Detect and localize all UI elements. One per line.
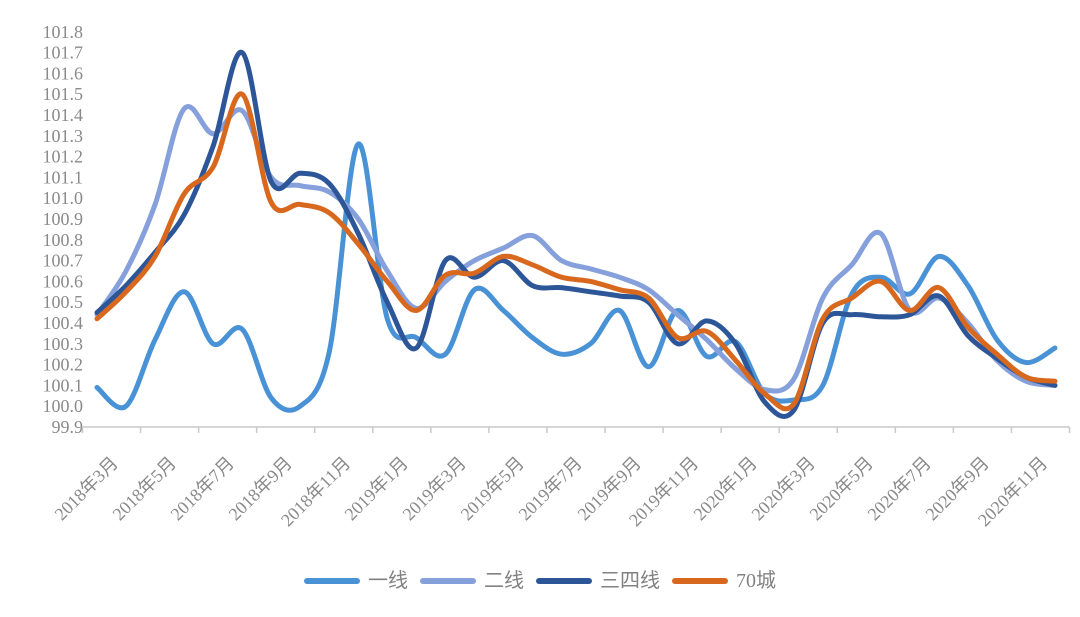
series-line-3 [94, 91, 1058, 412]
legend-label: 二线 [484, 570, 524, 592]
y-axis-label: 100.2 [43, 355, 84, 375]
series-line-2 [94, 50, 1058, 419]
y-axis-label: 100.3 [43, 334, 84, 354]
y-axis-label: 101.7 [43, 43, 84, 63]
y-axis-label: 101.6 [43, 63, 84, 83]
y-axis-label: 101.2 [43, 147, 84, 167]
y-axis-label: 100.4 [43, 313, 84, 333]
y-axis-label: 100.7 [43, 251, 84, 271]
legend-label: 70城 [736, 570, 776, 592]
y-axis-label: 101.5 [43, 84, 84, 104]
y-axis-label: 100.8 [43, 230, 84, 250]
y-axis-label: 99.9 [52, 417, 84, 437]
legend-item-2: 三四线 [536, 571, 660, 591]
y-axis-label: 100.6 [43, 271, 84, 291]
legend-item-0: 一线 [304, 571, 408, 591]
y-axis-label: 100.0 [43, 396, 84, 416]
y-axis-label: 101.0 [43, 188, 84, 208]
legend-item-1: 二线 [420, 571, 524, 591]
y-axis-label: 100.1 [43, 375, 84, 395]
y-axis-label: 101.1 [43, 167, 84, 187]
y-axis-label: 100.9 [43, 209, 84, 229]
legend-swatch-icon [672, 578, 728, 584]
series-line-1 [94, 103, 1058, 394]
y-axis-label: 101.4 [43, 105, 84, 125]
legend-label: 三四线 [600, 570, 660, 592]
legend-item-3: 70城 [672, 571, 776, 591]
chart-legend: 一线 二线 三四线 70城 [0, 571, 1080, 591]
plot-area: 101.8101.7101.6101.5101.4101.3101.2101.1… [43, 22, 1071, 437]
y-axis-label: 101.3 [43, 126, 84, 146]
legend-swatch-icon [536, 578, 592, 584]
y-axis-label: 101.8 [43, 22, 84, 42]
y-axis-label: 100.5 [43, 292, 84, 312]
legend-swatch-icon [420, 578, 476, 584]
series-line-0 [94, 141, 1058, 413]
legend-swatch-icon [304, 578, 360, 584]
legend-label: 一线 [368, 570, 408, 592]
